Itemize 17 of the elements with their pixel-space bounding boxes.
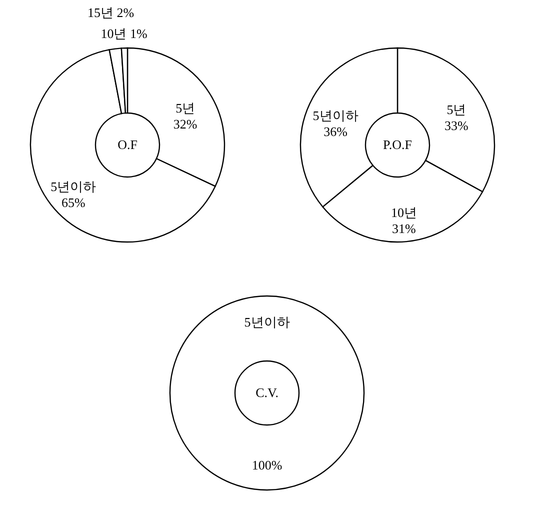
data-label: 100% <box>252 458 282 472</box>
slice-label: 5년 <box>446 102 466 118</box>
data-label: 32% <box>173 116 198 132</box>
slice-label: 5년이하 <box>50 178 96 194</box>
data-label: 33% <box>444 118 469 134</box>
text: O.F <box>118 137 138 152</box>
text: C.V. <box>256 385 278 400</box>
slice-label: 15년 2% <box>88 5 134 20</box>
slice-label: 5년이하 <box>312 108 358 123</box>
slice-label: 5년 <box>176 100 196 116</box>
slice-label: 10년 <box>390 205 417 220</box>
data-label: 31% <box>392 221 416 236</box>
data-label: 36% <box>324 124 348 139</box>
slice-label: 5년이하 <box>244 314 290 330</box>
text: P.O.F <box>383 137 412 152</box>
data-label: 65% <box>61 194 86 210</box>
slice-label: 10년 1% <box>100 26 148 42</box>
